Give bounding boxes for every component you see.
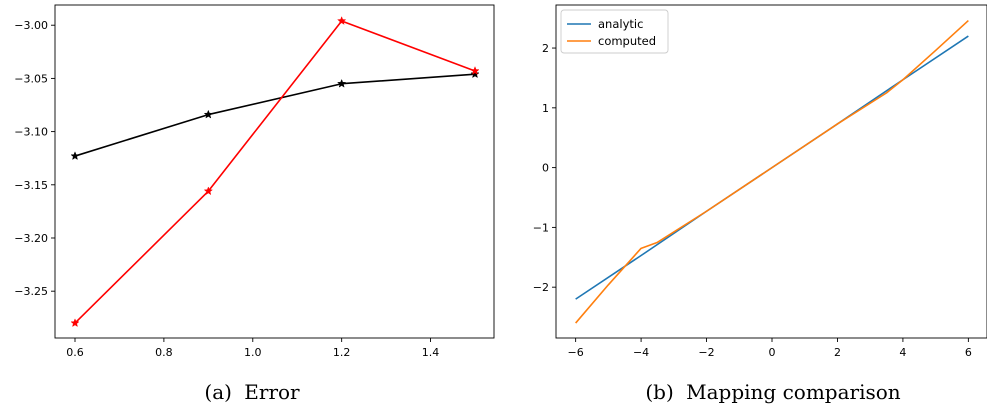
y-tick-label: −1 [533,221,549,234]
y-tick-label: −2 [533,281,549,294]
legend-label-computed: computed [598,34,656,48]
x-tick-label: 1.4 [422,346,440,359]
caption-mapping-tag: (b) [645,380,673,404]
data-point [70,318,80,328]
x-tick-label: 0.6 [66,346,84,359]
y-tick-label: −3.20 [14,232,48,245]
x-tick-label: 2 [834,346,841,359]
x-tick-label: 4 [899,346,906,359]
y-tick-label: 2 [542,42,549,55]
x-tick-label: −6 [568,346,584,359]
series-line-computed [575,19,969,324]
y-tick-label: −3.10 [14,126,48,139]
y-tick-label: −3.00 [14,19,48,32]
caption-error-tag: (a) [204,380,232,404]
x-tick-label: 6 [965,346,972,359]
data-point [470,69,480,79]
error-chart: 0.6 0.8 1.0 1.2 1.4 −3.25 −3.20 −3.15 −3.10 −3.05… [14,4,495,359]
y-tick-label: −3.15 [14,179,48,192]
x-tick-label: −4 [633,346,649,359]
plot-frame [54,4,495,339]
plot-frame [555,4,987,339]
caption-error-text: Error [244,380,300,404]
series-line-series-1 [74,73,476,157]
y-tick-label: 1 [542,102,549,115]
y-tick-label: −3.25 [14,285,48,298]
mapping-comparison-chart: −6 −4 −2 0 2 4 6 −2 −1 0 1 2 analytic computed [533,4,987,359]
caption-mapping: (b) Mapping comparison [645,380,900,404]
data-point [70,151,80,161]
y-tick-label: −3.05 [14,72,48,85]
legend-box [560,9,669,54]
x-tick-label: −2 [698,346,714,359]
caption-mapping-text: Mapping comparison [686,380,901,404]
data-point [337,78,347,88]
x-tick-label: 1.2 [333,346,351,359]
data-point [337,16,347,25]
x-tick-label: 0.8 [155,346,173,359]
y-tick-label: 0 [542,162,549,175]
data-point [203,186,213,196]
data-point [470,66,480,75]
x-tick-label: 1.0 [244,346,262,359]
data-point [203,109,213,119]
series-line-series-2 [74,20,476,324]
legend-label-analytic: analytic [598,17,643,31]
x-tick-label: 0 [769,346,776,359]
caption-error: (a) Error [204,380,300,404]
